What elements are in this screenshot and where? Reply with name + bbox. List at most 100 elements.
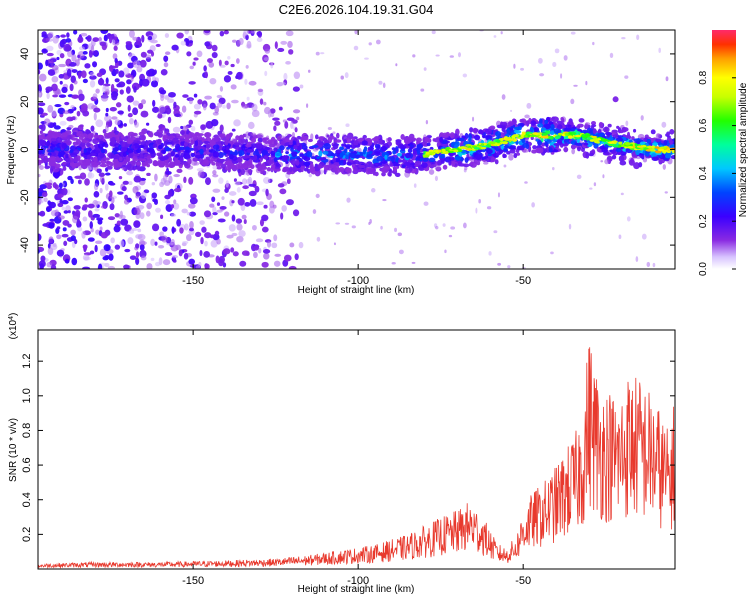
spectrogram-cell (67, 197, 73, 202)
spectrogram-cell (201, 226, 207, 233)
spectrogram-cell (158, 245, 165, 249)
spectrogram-cell (208, 159, 214, 164)
spectrogram-cell (68, 124, 74, 129)
spectrogram-cell (585, 151, 590, 159)
y-tick-label: 20 (19, 96, 31, 108)
spectrogram-cell (516, 145, 522, 151)
spectrogram-cell (442, 223, 446, 227)
spectrogram-cell (589, 187, 593, 190)
spectrogram-cell (87, 133, 94, 139)
spectrogram-cell (503, 147, 508, 152)
spectrogram-cell (67, 175, 73, 181)
spectrogram-cell (290, 121, 294, 129)
spectrogram-cell (38, 154, 42, 159)
spectrogram-cell (157, 113, 163, 119)
spectrogram-cell (56, 91, 62, 96)
spectrogram-cell (315, 193, 320, 199)
x-tick-label: -150 (182, 275, 204, 287)
spectrogram-cell (99, 41, 107, 47)
spectrogram-cell (76, 110, 81, 117)
spectrogram-cell (201, 137, 206, 143)
spectrogram-cell (139, 240, 147, 246)
spectrogram-cell (139, 205, 143, 211)
spectrogram-cell (86, 35, 92, 42)
spectrogram-cell (219, 124, 224, 133)
spectrogram-cell (56, 147, 61, 152)
spectrogram-cell (78, 46, 85, 51)
spectrogram-cell (151, 106, 160, 113)
spectrogram-cell (141, 161, 147, 167)
spectrogram-cell (583, 142, 589, 146)
spectrogram-cell (279, 145, 285, 151)
spectrogram-cell (611, 154, 617, 160)
spectrogram-cell (486, 206, 492, 210)
spectrogram-cell (232, 39, 237, 43)
spectrogram-cell (395, 158, 399, 163)
spectrogram-cell (271, 164, 276, 170)
spectrogram-cell (100, 205, 107, 209)
spectrogram-cell (73, 30, 78, 35)
spectrogram-cell (570, 144, 577, 150)
spectrogram-cell (95, 240, 103, 245)
spectrogram-cell (497, 192, 501, 198)
spectrogram-cell (404, 138, 411, 145)
spectrogram-cell (554, 48, 560, 54)
spectrogram-cell (525, 120, 530, 124)
spectrogram-cell (89, 221, 93, 230)
spectrogram-cell (92, 37, 100, 42)
spectrogram-cell (344, 72, 349, 79)
spectrogram-cell (195, 231, 202, 238)
spectrogram-cell (199, 157, 204, 164)
spectrogram-cell (540, 127, 547, 131)
spectrogram-cell (292, 86, 300, 92)
spectrogram-cell (474, 154, 483, 161)
spectrogram-cell (616, 151, 622, 155)
spectrogram-cell (270, 62, 274, 69)
spectrogram-cell (211, 118, 219, 127)
spectrogram-cell (578, 118, 585, 123)
spectrogram-cell (245, 34, 249, 41)
spectrogram-cell (316, 236, 321, 242)
spectrogram-cell (296, 116, 300, 121)
spectrogram-cell (628, 159, 635, 166)
spectrogram-cell (128, 181, 133, 186)
spectrogram-cell (315, 51, 320, 56)
spectrogram-cell (241, 214, 247, 220)
spectrogram-cell (56, 234, 62, 240)
spectrogram-cell (408, 166, 413, 172)
spectrogram-cell (71, 162, 77, 169)
spectrogram-cell (211, 51, 218, 59)
x-tick-label: -100 (347, 575, 369, 587)
spectrogram-cell (415, 137, 422, 143)
spectrogram-cell (96, 72, 103, 78)
spectrogram-cell (423, 201, 429, 206)
spectrogram-cell (64, 258, 70, 264)
spectrogram-cell (146, 202, 153, 210)
spectrogram-cell (200, 236, 204, 245)
spectrogram-cell (43, 197, 48, 203)
spectrogram-cell (219, 205, 227, 210)
spectrogram-cell (215, 161, 220, 167)
spectrogram-cell (163, 140, 168, 147)
spectrogram-cell (146, 172, 151, 177)
spectrogram-cell (112, 53, 118, 60)
spectrogram-cell (56, 249, 65, 257)
spectrogram-cell (51, 76, 59, 83)
spectrogram-cell (561, 142, 569, 147)
spectrogram-cell (288, 49, 294, 55)
spectrogram-cell (116, 162, 123, 168)
spectrogram-y-axis: -40 -20 0 20 40 (19, 48, 675, 253)
colorbar-tick-label: 0.6 (698, 118, 709, 132)
spectrogram-cell (294, 127, 298, 133)
spectrogram-cell (48, 222, 55, 229)
spectrogram-cell (92, 213, 101, 218)
spectrogram-cell (56, 56, 60, 61)
spectrogram-cell (181, 208, 188, 214)
spectrogram-cell (624, 75, 629, 79)
spectrogram-cell (98, 172, 105, 178)
spectrogram-cell (159, 156, 166, 161)
spectrogram-cell (292, 166, 298, 173)
spectrogram-cell (245, 143, 252, 148)
spectrogram-cell (570, 98, 575, 105)
spectrogram-cell (248, 190, 257, 197)
